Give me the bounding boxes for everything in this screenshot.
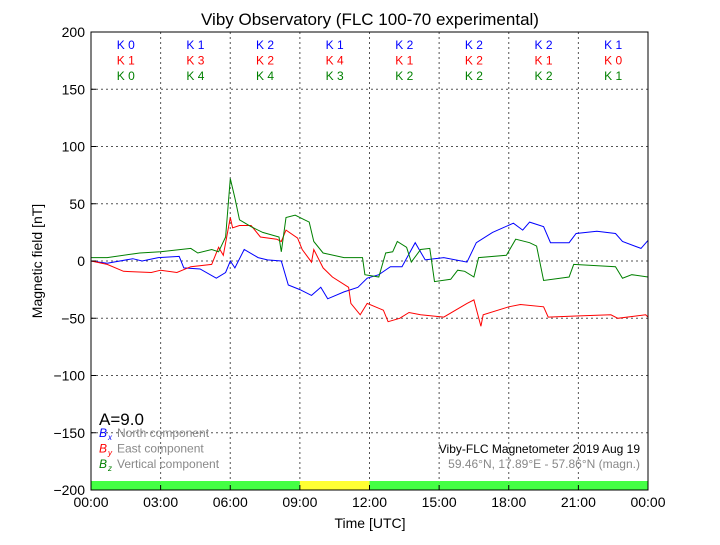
plot-frame xyxy=(90,31,649,491)
x-tick-label: 21:00 xyxy=(561,494,596,510)
station-label: Viby-FLC Magnetometer 2019 Aug 19 xyxy=(439,442,641,456)
activity-bar-segment xyxy=(160,481,231,490)
y-tick-label: 150 xyxy=(62,81,86,97)
activity-bar-segment xyxy=(91,481,161,490)
k-index-z: K 4 xyxy=(256,69,274,83)
k-index-x: K 2 xyxy=(395,38,413,52)
legend-subscript: z xyxy=(107,464,112,473)
y-tick-label: 50 xyxy=(69,196,85,212)
chart-title: Viby Observatory (FLC 100-70 experimenta… xyxy=(201,10,539,29)
legend-label: Vertical component xyxy=(117,457,220,471)
k-index-y: K 2 xyxy=(256,54,274,68)
k-index-y: K 1 xyxy=(117,54,135,68)
y-axis-label: Magnetic field [nT] xyxy=(29,204,45,318)
x-tick-label: 12:00 xyxy=(352,494,387,510)
activity-bar-segment xyxy=(439,481,509,490)
activity-bar-segment xyxy=(230,481,300,490)
k-index-x: K 2 xyxy=(256,38,274,52)
y-tick-label: −50 xyxy=(61,310,85,326)
k-index-x: K 1 xyxy=(186,38,204,52)
y-tick-label: 100 xyxy=(62,139,86,155)
k-index-y: K 3 xyxy=(186,54,204,68)
series-line-z xyxy=(91,178,649,283)
k-index-x: K 1 xyxy=(604,38,622,52)
y-tick-label: −150 xyxy=(53,425,85,441)
series-line-x xyxy=(90,221,649,300)
k-index-y: K 4 xyxy=(326,54,344,68)
x-tick-label: 00:00 xyxy=(630,494,665,510)
k-index-z: K 2 xyxy=(465,69,483,83)
k-index-z: K 2 xyxy=(395,69,413,83)
legend-label: East component xyxy=(117,442,204,456)
x-tick-label: 18:00 xyxy=(491,494,526,510)
k-index-y: K 1 xyxy=(535,54,553,68)
x-tick-label: 15:00 xyxy=(422,494,457,510)
k-index-z: K 1 xyxy=(604,69,622,83)
activity-bar-segment xyxy=(369,481,440,490)
x-tick-label: 06:00 xyxy=(213,494,248,510)
k-index-x: K 2 xyxy=(465,38,483,52)
activity-bar-segment xyxy=(508,481,579,490)
activity-bar-segment xyxy=(299,481,370,490)
legend-subscript: y xyxy=(107,449,113,458)
k-index-x: K 1 xyxy=(326,38,344,52)
k-index-z: K 4 xyxy=(186,69,204,83)
legend-symbol: B xyxy=(99,426,107,440)
x-axis-label: Time [UTC] xyxy=(334,515,405,531)
a-index: A=9.0 xyxy=(99,410,144,429)
y-tick-label: 0 xyxy=(77,253,85,269)
k-index-x: K 0 xyxy=(117,38,135,52)
legend-label: North component xyxy=(117,426,210,440)
x-tick-label: 09:00 xyxy=(282,494,317,510)
activity-bar-segment xyxy=(578,481,648,490)
series-line-y xyxy=(90,217,649,327)
k-index-y: K 2 xyxy=(465,54,483,68)
k-index-x: K 2 xyxy=(535,38,553,52)
y-tick-label: 200 xyxy=(62,24,86,40)
legend-subscript: x xyxy=(107,433,113,442)
k-index-z: K 3 xyxy=(326,69,344,83)
k-index-y: K 1 xyxy=(395,54,413,68)
k-index-z: K 2 xyxy=(535,69,553,83)
y-tick-label: −200 xyxy=(53,482,85,498)
legend-symbol: B xyxy=(99,442,107,456)
x-tick-label: 00:00 xyxy=(73,494,108,510)
k-index-z: K 0 xyxy=(117,69,135,83)
k-index-y: K 0 xyxy=(604,54,622,68)
legend-symbol: B xyxy=(99,457,107,471)
y-tick-label: −100 xyxy=(53,368,85,384)
x-tick-label: 03:00 xyxy=(143,494,178,510)
coords-label: 59.46°N, 17.89°E - 57.86°N (magn.) xyxy=(448,457,640,471)
